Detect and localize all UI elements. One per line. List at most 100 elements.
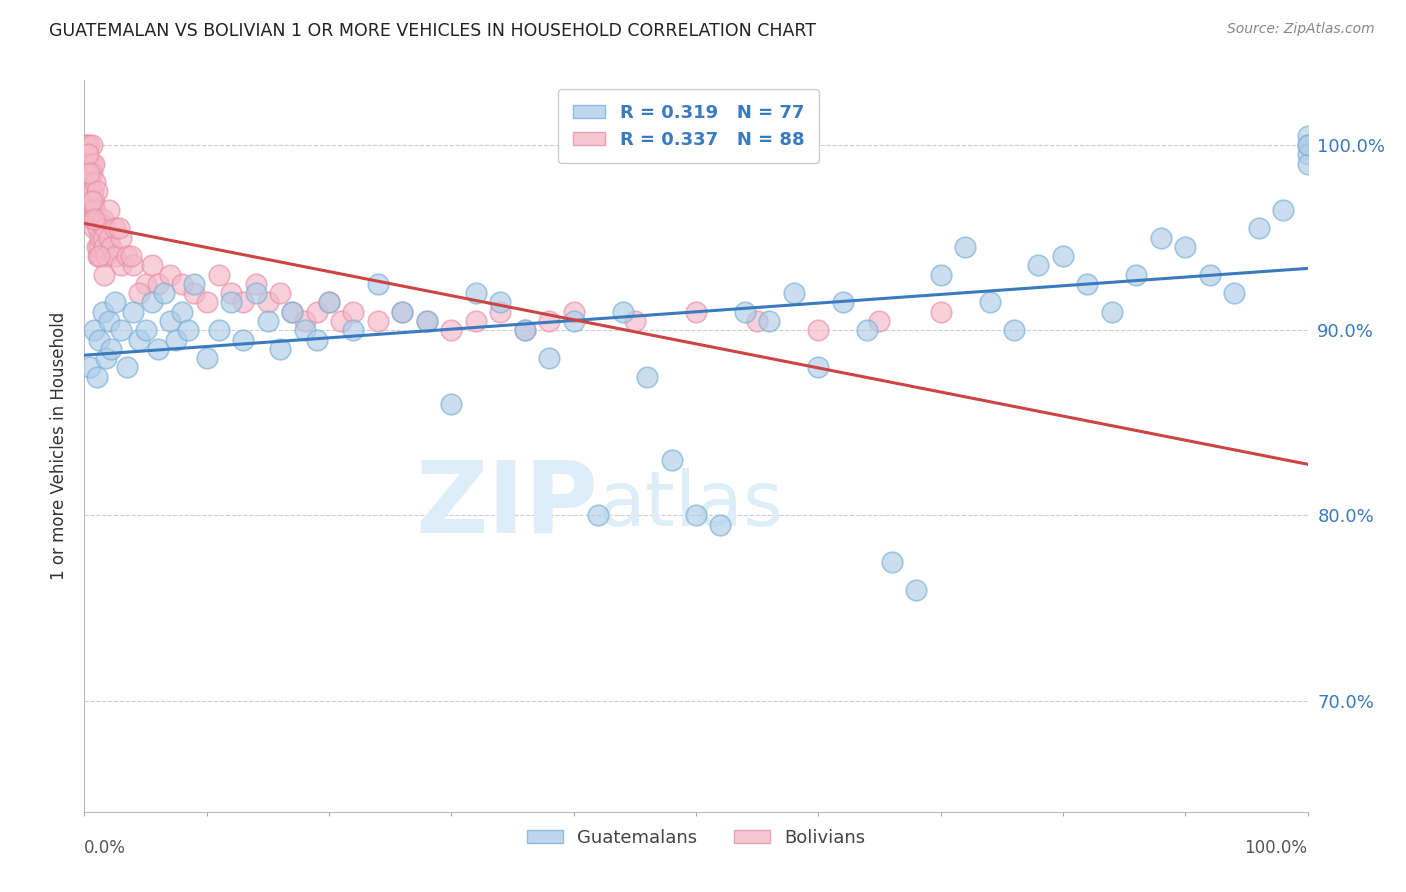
Point: [183, 277, 205, 291]
Point: [87, 249, 110, 263]
Point: [208, 268, 231, 282]
Point: [245, 286, 267, 301]
Point: [135, 277, 157, 291]
Text: ZIP: ZIP: [415, 456, 598, 553]
Point: [165, 333, 187, 347]
Point: [538, 314, 561, 328]
Point: [82, 166, 104, 180]
Point: [219, 286, 242, 301]
Point: [489, 304, 512, 318]
Point: [294, 314, 316, 328]
Point: [115, 249, 138, 263]
Point: [94, 221, 117, 235]
Point: [586, 508, 609, 523]
Point: [1076, 277, 1098, 291]
Point: [391, 304, 413, 318]
Point: [104, 295, 127, 310]
Point: [122, 259, 145, 273]
Point: [1296, 147, 1319, 161]
Point: [153, 286, 176, 301]
Point: [80, 212, 103, 227]
Point: [87, 249, 110, 263]
Point: [83, 156, 105, 170]
Point: [87, 333, 110, 347]
Point: [305, 333, 328, 347]
Point: [83, 323, 105, 337]
Point: [685, 508, 707, 523]
Point: [734, 304, 756, 318]
Point: [489, 295, 512, 310]
Point: [269, 342, 291, 356]
Point: [342, 323, 364, 337]
Point: [1272, 202, 1295, 217]
Point: [979, 295, 1001, 310]
Point: [79, 185, 101, 199]
Point: [1002, 323, 1025, 337]
Point: [391, 304, 413, 318]
Point: [330, 314, 353, 328]
Point: [82, 185, 104, 199]
Point: [86, 369, 108, 384]
Point: [96, 249, 118, 263]
Point: [84, 212, 107, 227]
Point: [107, 221, 129, 235]
Point: [1028, 259, 1050, 273]
Point: [747, 314, 769, 328]
Point: [110, 230, 132, 244]
Legend: Guatemalans, Bolivians: Guatemalans, Bolivians: [519, 822, 873, 854]
Point: [172, 277, 194, 291]
Point: [869, 314, 891, 328]
Point: [83, 221, 105, 235]
Point: [84, 175, 107, 189]
Text: atlas: atlas: [598, 467, 783, 541]
Point: [93, 268, 115, 282]
Point: [104, 221, 127, 235]
Point: [305, 304, 328, 318]
Point: [122, 304, 145, 318]
Point: [77, 166, 100, 180]
Point: [1247, 221, 1270, 235]
Point: [96, 351, 118, 365]
Point: [91, 304, 114, 318]
Point: [100, 240, 122, 254]
Point: [110, 259, 132, 273]
Point: [183, 286, 205, 301]
Point: [281, 304, 304, 318]
Point: [80, 156, 103, 170]
Point: [245, 277, 267, 291]
Point: [624, 314, 647, 328]
Point: [905, 582, 928, 597]
Point: [538, 351, 561, 365]
Point: [76, 156, 98, 170]
Point: [709, 517, 731, 532]
Point: [104, 249, 127, 263]
Point: [86, 185, 108, 199]
Point: [1296, 156, 1319, 170]
Point: [97, 314, 120, 328]
Point: [257, 295, 280, 310]
Point: [269, 286, 291, 301]
Point: [83, 194, 105, 208]
Point: [141, 295, 163, 310]
Point: [257, 314, 280, 328]
Point: [177, 323, 200, 337]
Point: [685, 304, 707, 318]
Point: [929, 304, 952, 318]
Point: [232, 333, 254, 347]
Point: [464, 314, 486, 328]
Point: [281, 304, 304, 318]
Point: [86, 212, 108, 227]
Point: [77, 156, 100, 170]
Point: [440, 397, 463, 411]
Point: [82, 212, 104, 227]
Text: Source: ZipAtlas.com: Source: ZipAtlas.com: [1227, 22, 1375, 37]
Point: [1198, 268, 1220, 282]
Point: [1174, 240, 1197, 254]
Point: [783, 286, 806, 301]
Point: [80, 138, 103, 153]
Point: [91, 230, 114, 244]
Point: [929, 268, 952, 282]
Point: [1150, 230, 1173, 244]
Point: [953, 240, 976, 254]
Point: [79, 360, 101, 375]
